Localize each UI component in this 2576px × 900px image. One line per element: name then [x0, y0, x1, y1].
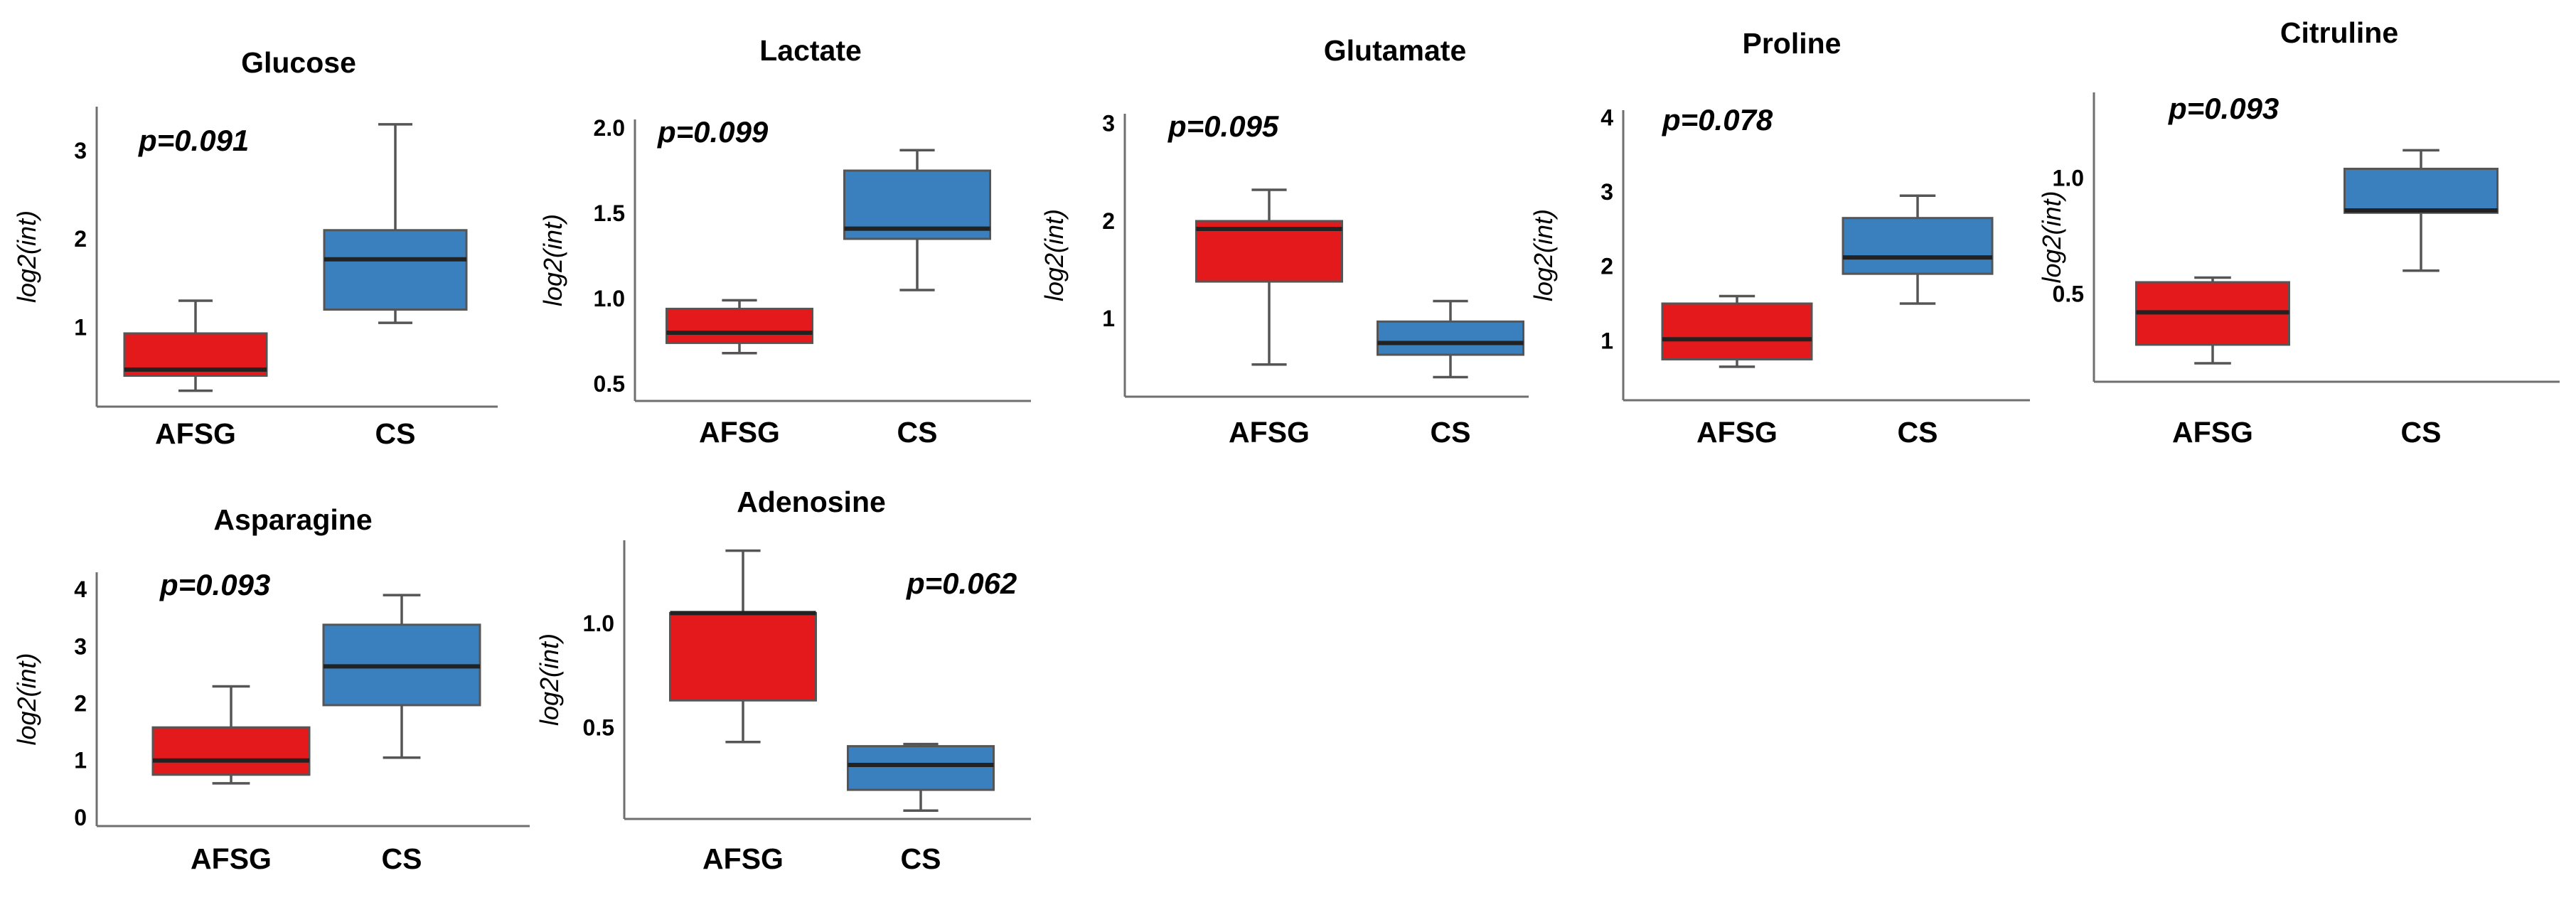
y-axis-label: log2(int): [12, 653, 41, 745]
box-cs: [847, 742, 995, 813]
y-tick-label: 4: [74, 577, 87, 602]
category-label: AFSG: [2172, 416, 2253, 449]
y-tick-label: 3: [1600, 179, 1613, 205]
chart-title: Glutamate: [1324, 34, 1467, 67]
chart-title: Glucose: [241, 46, 356, 79]
y-tick-label: 2: [1102, 208, 1115, 234]
y-tick-label: 3: [74, 633, 87, 659]
box-cs: [1377, 299, 1524, 379]
iqr-box: [323, 229, 468, 311]
chart-title: Lactate: [759, 34, 862, 67]
chart-title: Adenosine: [737, 486, 886, 518]
y-tick-label: 2: [1600, 254, 1613, 279]
panel-adenosine: Adenosine 0.5 1.0 log2(int) p=0.062 AFSG CS: [535, 486, 1031, 875]
category-label: CS: [375, 417, 416, 450]
panel-asparagine: Asparagine 0 1 2 3 4 log2(int) p=0.093 AFSG CS: [12, 503, 530, 875]
y-tick-label: 4: [1600, 105, 1613, 130]
iqr-box: [2343, 167, 2498, 214]
p-value: p=0.095: [1167, 109, 1279, 143]
iqr-box: [666, 307, 813, 344]
y-tick-label: 2: [74, 691, 87, 717]
panel-glutamate: Glutamate 1 2 3 log2(int) p=0.095 AFSG CS: [1040, 34, 1529, 449]
category-label: CS: [382, 842, 422, 875]
y-tick-label: 1.0: [2053, 165, 2084, 191]
category-label: AFSG: [191, 842, 272, 875]
category-label: AFSG: [155, 417, 236, 450]
box-afsg: [666, 299, 813, 355]
iqr-box: [847, 745, 995, 791]
category-label: CS: [2401, 416, 2442, 449]
p-value: p=0.091: [138, 124, 249, 157]
chart-title: Citruline: [2280, 16, 2398, 49]
y-tick-label: 2.0: [594, 115, 625, 141]
box-cs: [1842, 194, 1994, 305]
panel-lactate: Lactate 0.5 1.0 1.5 2.0 log2(int) p=0.099 AFSG C…: [538, 34, 1031, 449]
category-label: CS: [901, 842, 941, 875]
p-value: p=0.062: [906, 567, 1017, 600]
box-afsg: [1661, 294, 1813, 368]
y-tick-label: 1: [74, 314, 87, 340]
iqr-box: [151, 726, 311, 776]
box-afsg: [669, 549, 817, 744]
chart-title: Proline: [1743, 27, 1842, 60]
panel-proline: Proline 1 2 3 4 log2(int) p=0.078 AFSG CS: [1529, 27, 2030, 449]
y-tick-label: 3: [74, 138, 87, 164]
y-tick-label: 0.5: [583, 714, 614, 740]
y-tick-label: 2: [74, 226, 87, 252]
iqr-box: [1661, 302, 1813, 360]
y-tick-label: 1: [1600, 328, 1613, 353]
y-tick-label: 0: [74, 805, 87, 830]
box-afsg: [123, 299, 268, 392]
p-value: p=0.093: [159, 568, 270, 601]
y-axis-label: log2(int): [2037, 191, 2066, 283]
box-afsg: [2135, 276, 2290, 365]
category-label: AFSG: [1696, 416, 1778, 449]
y-tick-label: 0.5: [2053, 281, 2084, 306]
box-cs: [323, 123, 468, 324]
category-label: CS: [1431, 416, 1471, 449]
p-value: p=0.078: [1662, 103, 1773, 136]
category-label: CS: [897, 416, 938, 449]
category-label: AFSG: [699, 416, 780, 449]
iqr-box: [1377, 320, 1524, 356]
p-value: p=0.099: [657, 115, 769, 149]
y-axis-label: log2(int): [1040, 209, 1069, 301]
category-label: AFSG: [1229, 416, 1310, 449]
y-tick-label: 1.0: [583, 611, 614, 636]
y-tick-label: 3: [1102, 111, 1115, 136]
y-tick-label: 1: [74, 748, 87, 773]
chart-title: Asparagine: [213, 503, 372, 536]
box-cs: [2343, 149, 2498, 272]
y-tick-label: 1.0: [594, 286, 625, 311]
iqr-box: [1842, 217, 1994, 275]
iqr-box: [1195, 220, 1343, 283]
y-axis-label: log2(int): [538, 214, 567, 306]
y-axis-label: log2(int): [1529, 209, 1558, 301]
y-tick-label: 1: [1102, 306, 1115, 331]
iqr-box: [669, 611, 817, 702]
y-tick-label: 1.5: [594, 200, 625, 226]
box-cs: [843, 149, 991, 291]
y-tick-label: 0.5: [594, 371, 625, 397]
y-axis-label: log2(int): [535, 633, 564, 726]
box-cs: [322, 594, 481, 759]
panel-glucose: Glucose 1 2 3 log2(int) p=0.091 AFSG CS: [12, 46, 498, 450]
box-afsg: [1195, 188, 1343, 366]
y-axis-label: log2(int): [12, 210, 41, 303]
category-label: AFSG: [702, 842, 784, 875]
box-afsg: [151, 685, 311, 785]
category-label: CS: [1898, 416, 1938, 449]
p-value: p=0.093: [2168, 92, 2279, 125]
